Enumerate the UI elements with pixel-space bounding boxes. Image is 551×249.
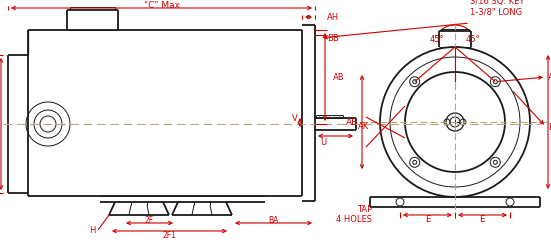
- Text: AK: AK: [358, 122, 369, 130]
- Text: 45°: 45°: [430, 35, 444, 44]
- Text: 45°: 45°: [466, 35, 480, 44]
- Text: AB: AB: [333, 72, 344, 81]
- Text: 2F: 2F: [144, 215, 154, 225]
- Text: E: E: [425, 214, 431, 224]
- Text: 2F1: 2F1: [162, 231, 176, 240]
- Text: "C" Max: "C" Max: [143, 0, 180, 9]
- Text: BA: BA: [268, 215, 278, 225]
- Text: AJ: AJ: [548, 72, 551, 81]
- Text: V: V: [292, 114, 298, 123]
- Text: U: U: [320, 138, 326, 147]
- Text: AB: AB: [345, 118, 358, 126]
- Text: TAP
4 HOLES: TAP 4 HOLES: [336, 205, 372, 224]
- Text: H: H: [89, 226, 95, 235]
- Text: AH: AH: [327, 12, 339, 21]
- Text: BB: BB: [327, 34, 339, 43]
- Text: E: E: [479, 214, 485, 224]
- Text: BD: BD: [548, 123, 551, 131]
- Text: 3/16 SQ. KEY
1-3/8" LONG: 3/16 SQ. KEY 1-3/8" LONG: [470, 0, 525, 16]
